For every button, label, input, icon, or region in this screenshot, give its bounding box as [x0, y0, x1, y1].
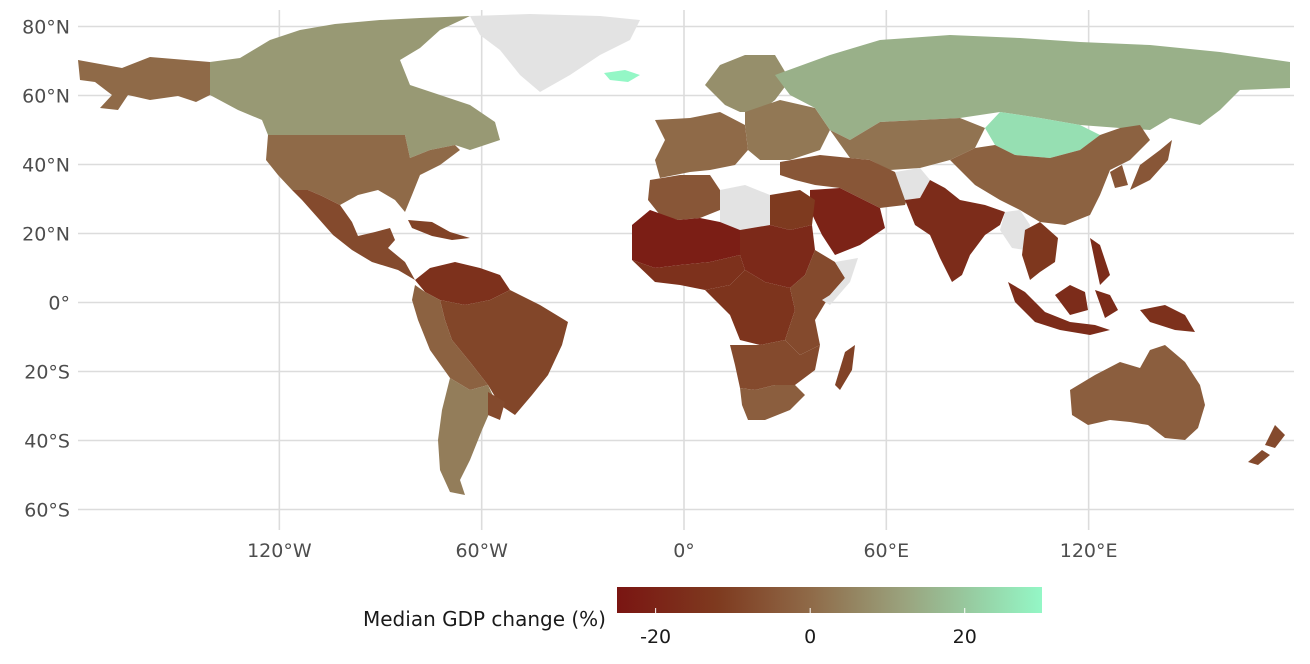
latitude-tick-label: 20°N — [22, 224, 70, 246]
region-north-africa — [648, 175, 720, 220]
region-united-states — [266, 135, 460, 212]
latitude-tick-label: 0° — [48, 293, 70, 315]
latitude-labels: 80°N 60°N 40°N 20°N 0° 20°S 40°S 60°S — [22, 17, 70, 522]
legend-tick-label: 0 — [804, 626, 816, 648]
region-myanmar — [1000, 210, 1030, 250]
longitude-tick-label: 60°W — [455, 540, 508, 562]
region-peru-bolivia — [412, 285, 488, 390]
region-central-asia — [830, 118, 985, 170]
legend-tick-label: -20 — [640, 626, 671, 648]
region-russia — [775, 35, 1290, 140]
region-west-africa-sahel — [632, 210, 740, 268]
region-caribbean — [408, 220, 470, 240]
latitude-tick-label: 60°N — [22, 86, 70, 108]
legend-title: Median GDP change (%) — [363, 607, 606, 631]
legend-tick-label: 20 — [953, 626, 977, 648]
longitude-tick-label: 0° — [673, 540, 695, 562]
region-papua-new-guinea — [1140, 305, 1195, 332]
latitude-tick-label: 80°N — [22, 17, 70, 39]
region-japan-korea — [1110, 140, 1172, 190]
latitude-tick-label: 20°S — [24, 362, 70, 384]
legend-color-bar — [617, 587, 1042, 613]
region-venezuela-guianas — [415, 262, 510, 305]
region-southeast-asia — [1022, 222, 1058, 280]
longitude-tick-label: 60°E — [863, 540, 909, 562]
region-south-africa — [740, 385, 805, 420]
region-alaska — [78, 57, 210, 110]
region-madagascar — [835, 345, 855, 390]
region-afghanistan — [895, 168, 930, 200]
region-scandinavia — [705, 55, 790, 112]
region-greenland — [470, 14, 640, 92]
longitude-tick-label: 120°W — [247, 540, 312, 562]
longitude-labels: 120°W 60°W 0° 60°E 120°E — [247, 540, 1117, 562]
region-canada — [210, 16, 500, 158]
color-legend: Median GDP change (%) -20 0 20 — [363, 587, 1042, 648]
region-libya — [720, 185, 770, 230]
region-west-africa-coast — [632, 255, 745, 290]
region-somalia — [822, 258, 858, 305]
region-turkey-iran — [780, 155, 910, 208]
region-uruguay — [488, 392, 505, 420]
legend-ticks: -20 0 20 — [640, 608, 977, 648]
region-iceland — [604, 70, 640, 82]
region-arabian-peninsula — [810, 188, 885, 255]
region-mongolia — [985, 112, 1100, 158]
region-new-zealand — [1248, 425, 1285, 465]
land-layer — [78, 14, 1290, 495]
region-eastern-europe — [745, 100, 830, 160]
longitude-tick-label: 120°E — [1060, 540, 1118, 562]
region-australia — [1070, 345, 1205, 440]
region-india-pakistan — [905, 180, 1005, 282]
region-indonesia-philippines — [1008, 238, 1118, 335]
region-egypt — [770, 190, 815, 230]
latitude-tick-label: 40°S — [24, 431, 70, 453]
region-southern-africa — [730, 340, 820, 390]
region-mexico-central-america — [292, 190, 415, 280]
region-sudan-chad — [740, 225, 815, 288]
region-argentina-chile — [438, 378, 495, 495]
region-brazil — [440, 290, 568, 415]
latitude-tick-label: 40°N — [22, 155, 70, 177]
region-china — [950, 125, 1150, 225]
region-central-africa — [705, 270, 795, 345]
region-western-europe — [655, 112, 748, 178]
latitude-tick-label: 60°S — [24, 500, 70, 522]
region-east-africa — [785, 250, 845, 355]
